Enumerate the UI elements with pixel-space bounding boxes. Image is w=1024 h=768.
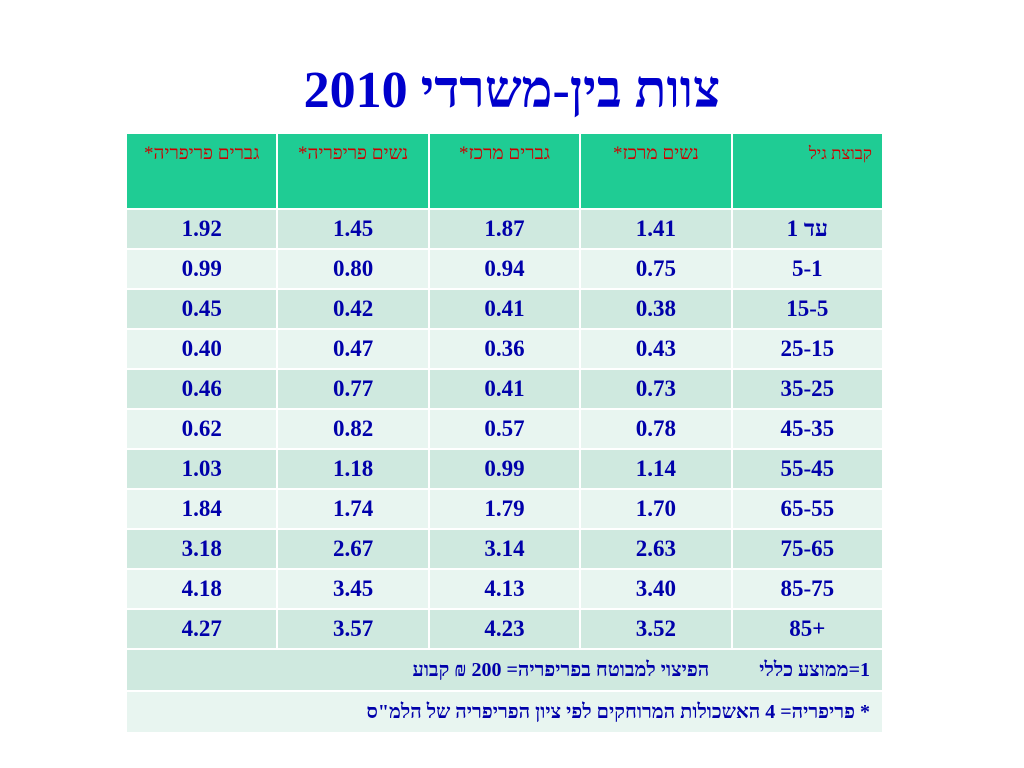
cell-age-group: 65-55 (730, 488, 885, 530)
cell-men-periphery: 1.84 (124, 488, 279, 530)
header-men-periphery: גברים פריפריה* (124, 132, 279, 210)
table-header-row: קבוצת גיל נשים מרכז* גברים מרכז* נשים פר… (124, 132, 885, 210)
cell-men-periphery: 0.40 (124, 328, 279, 370)
cell-age-group: עד 1 (730, 208, 885, 250)
cell-men-periphery: 3.18 (124, 528, 279, 570)
cell-men-center: 4.13 (427, 568, 582, 610)
header-men-center: גברים מרכז* (427, 132, 582, 210)
cell-age-group: 75-65 (730, 528, 885, 570)
note-periphery-definition: * פריפריה= 4 האשכולות המרוחקים לפי ציון … (125, 690, 884, 734)
cell-women-periphery: 0.82 (276, 408, 430, 450)
cell-women-periphery: 1.74 (276, 488, 430, 530)
header-women-center: נשים מרכז* (579, 132, 733, 210)
cell-women-periphery: 0.80 (276, 248, 430, 290)
cell-women-center: 1.41 (579, 208, 733, 250)
table-row: עד 1 1.41 1.87 1.45 1.92 (124, 208, 885, 250)
note-average-label: 1=ממוצע כללי (759, 658, 870, 681)
table-row: 25-15 0.43 0.36 0.47 0.40 (124, 328, 885, 370)
cell-women-periphery: 2.67 (276, 528, 430, 570)
cell-men-periphery: 0.62 (124, 408, 279, 450)
note-compensation: הפיצוי למבוטח בפריפריה= 200 ₪ קבוע (412, 658, 710, 681)
cell-women-center: 3.52 (579, 608, 733, 650)
table-row: 75-65 2.63 3.14 2.67 3.18 (124, 528, 885, 570)
table-row: 85+ 3.52 4.23 3.57 4.27 (124, 608, 885, 650)
header-women-periphery: נשים פריפריה* (276, 132, 430, 210)
cell-men-center: 0.36 (427, 328, 582, 370)
cell-age-group: 85-75 (730, 568, 885, 610)
cell-women-center: 0.73 (579, 368, 733, 410)
cell-age-group: 45-35 (730, 408, 885, 450)
cell-women-center: 1.14 (579, 448, 733, 490)
table-row: 5-1 0.75 0.94 0.80 0.99 (124, 248, 885, 290)
slide-title: צוות בין-משרדי 2010 (303, 62, 721, 119)
cell-men-center: 3.14 (427, 528, 582, 570)
cell-women-center: 3.40 (579, 568, 733, 610)
cell-men-center: 1.87 (427, 208, 582, 250)
cell-men-center: 0.99 (427, 448, 582, 490)
table-row: 55-45 1.14 0.99 1.18 1.03 (124, 448, 885, 490)
cell-women-periphery: 1.18 (276, 448, 430, 490)
cell-men-center: 0.94 (427, 248, 582, 290)
cell-men-periphery: 4.27 (124, 608, 279, 650)
note-row-2: * פריפריה= 4 האשכולות המרוחקים לפי ציון … (125, 690, 884, 734)
cell-men-center: 1.79 (427, 488, 582, 530)
cell-women-center: 0.75 (579, 248, 733, 290)
cell-women-periphery: 1.45 (276, 208, 430, 250)
table-row: 35-25 0.73 0.41 0.77 0.46 (124, 368, 885, 410)
cell-age-group: 15-5 (730, 288, 885, 330)
table-row: 45-35 0.78 0.57 0.82 0.62 (124, 408, 885, 450)
table-row: 85-75 3.40 4.13 3.45 4.18 (124, 568, 885, 610)
cell-women-periphery: 3.45 (276, 568, 430, 610)
cell-men-center: 4.23 (427, 608, 582, 650)
capitation-table: קבוצת גיל נשים מרכז* גברים מרכז* נשים פר… (124, 132, 885, 734)
cell-women-periphery: 0.42 (276, 288, 430, 330)
cell-men-center: 0.57 (427, 408, 582, 450)
table-row: 15-5 0.38 0.41 0.42 0.45 (124, 288, 885, 330)
cell-age-group: 25-15 (730, 328, 885, 370)
cell-women-center: 0.43 (579, 328, 733, 370)
cell-age-group: 35-25 (730, 368, 885, 410)
cell-women-periphery: 3.57 (276, 608, 430, 650)
cell-men-periphery: 1.03 (124, 448, 279, 490)
cell-age-group: 85+ (730, 608, 885, 650)
cell-men-center: 0.41 (427, 368, 582, 410)
header-age-group: קבוצת גיל (730, 132, 885, 210)
cell-men-periphery: 4.18 (124, 568, 279, 610)
cell-men-periphery: 0.99 (124, 248, 279, 290)
cell-women-center: 0.78 (579, 408, 733, 450)
cell-women-periphery: 0.47 (276, 328, 430, 370)
note-row-1: 1=ממוצע כללי הפיצוי למבוטח בפריפריה= 200 … (125, 648, 884, 692)
cell-men-periphery: 0.45 (124, 288, 279, 330)
cell-men-center: 0.41 (427, 288, 582, 330)
cell-women-center: 0.38 (579, 288, 733, 330)
cell-men-periphery: 0.46 (124, 368, 279, 410)
table-row: 65-55 1.70 1.79 1.74 1.84 (124, 488, 885, 530)
note-average: 1=ממוצע כללי הפיצוי למבוטח בפריפריה= 200 … (125, 648, 884, 692)
cell-age-group: 55-45 (730, 448, 885, 490)
cell-women-periphery: 0.77 (276, 368, 430, 410)
cell-women-center: 2.63 (579, 528, 733, 570)
cell-age-group: 5-1 (730, 248, 885, 290)
cell-men-periphery: 1.92 (124, 208, 279, 250)
cell-women-center: 1.70 (579, 488, 733, 530)
